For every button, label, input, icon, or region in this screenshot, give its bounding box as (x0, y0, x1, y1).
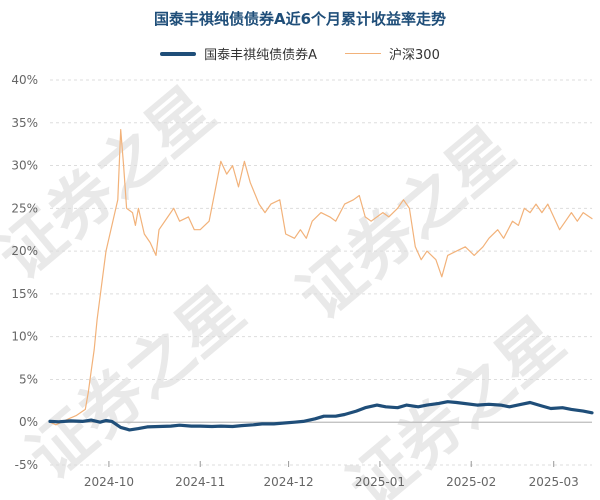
y-tick-label: 10% (11, 330, 38, 344)
x-tick-label: 2025-03 (529, 475, 579, 489)
legend-swatch-index (345, 53, 382, 54)
watermark-text: 证券之星 (15, 273, 259, 494)
grid-lines (50, 79, 592, 466)
y-tick-label: 0% (19, 415, 38, 429)
x-tick-label: 2024-10 (84, 475, 134, 489)
chart-legend: 国泰丰祺纯债债券A 沪深300 (0, 44, 600, 63)
watermark-text: 证券之星 (285, 113, 529, 334)
y-tick-label: 25% (11, 201, 38, 215)
x-tick-label: 2025-02 (446, 475, 496, 489)
y-tick-label: -5% (15, 458, 38, 472)
y-tick-label: 5% (19, 372, 38, 386)
legend-item-fund[interactable]: 国泰丰祺纯债债券A (160, 44, 317, 63)
y-tick-label: 40% (11, 73, 38, 87)
series-lines (48, 129, 594, 432)
x-tick-label: 2025-01 (355, 475, 405, 489)
series-line-index (49, 129, 593, 426)
legend-label-fund: 国泰丰祺纯债债券A (204, 48, 318, 63)
x-tick-label: 2024-12 (264, 475, 314, 489)
legend-item-index[interactable]: 沪深300 (345, 44, 440, 63)
legend-label-index: 沪深300 (389, 48, 440, 63)
y-tick-label: 15% (11, 287, 38, 301)
watermark-text: 证券之星 (0, 73, 228, 294)
x-axis: 2024-10 2024-11 2024-12 2025-01 2025-02 2025-… (84, 461, 579, 489)
y-tick-label: 20% (11, 244, 38, 258)
y-tick-label: 35% (11, 116, 38, 130)
chart-title: 国泰丰祺纯债债券A近6个月累计收益率走势 (153, 10, 447, 28)
legend-swatch-fund (160, 51, 197, 56)
x-tick-label: 2024-11 (175, 475, 225, 489)
series-line-fund (48, 400, 594, 432)
y-tick-label: 30% (11, 159, 38, 173)
y-axis: -5% 0% 5% 10% 15% 20% 25% 30% 35% 40% (11, 73, 38, 472)
